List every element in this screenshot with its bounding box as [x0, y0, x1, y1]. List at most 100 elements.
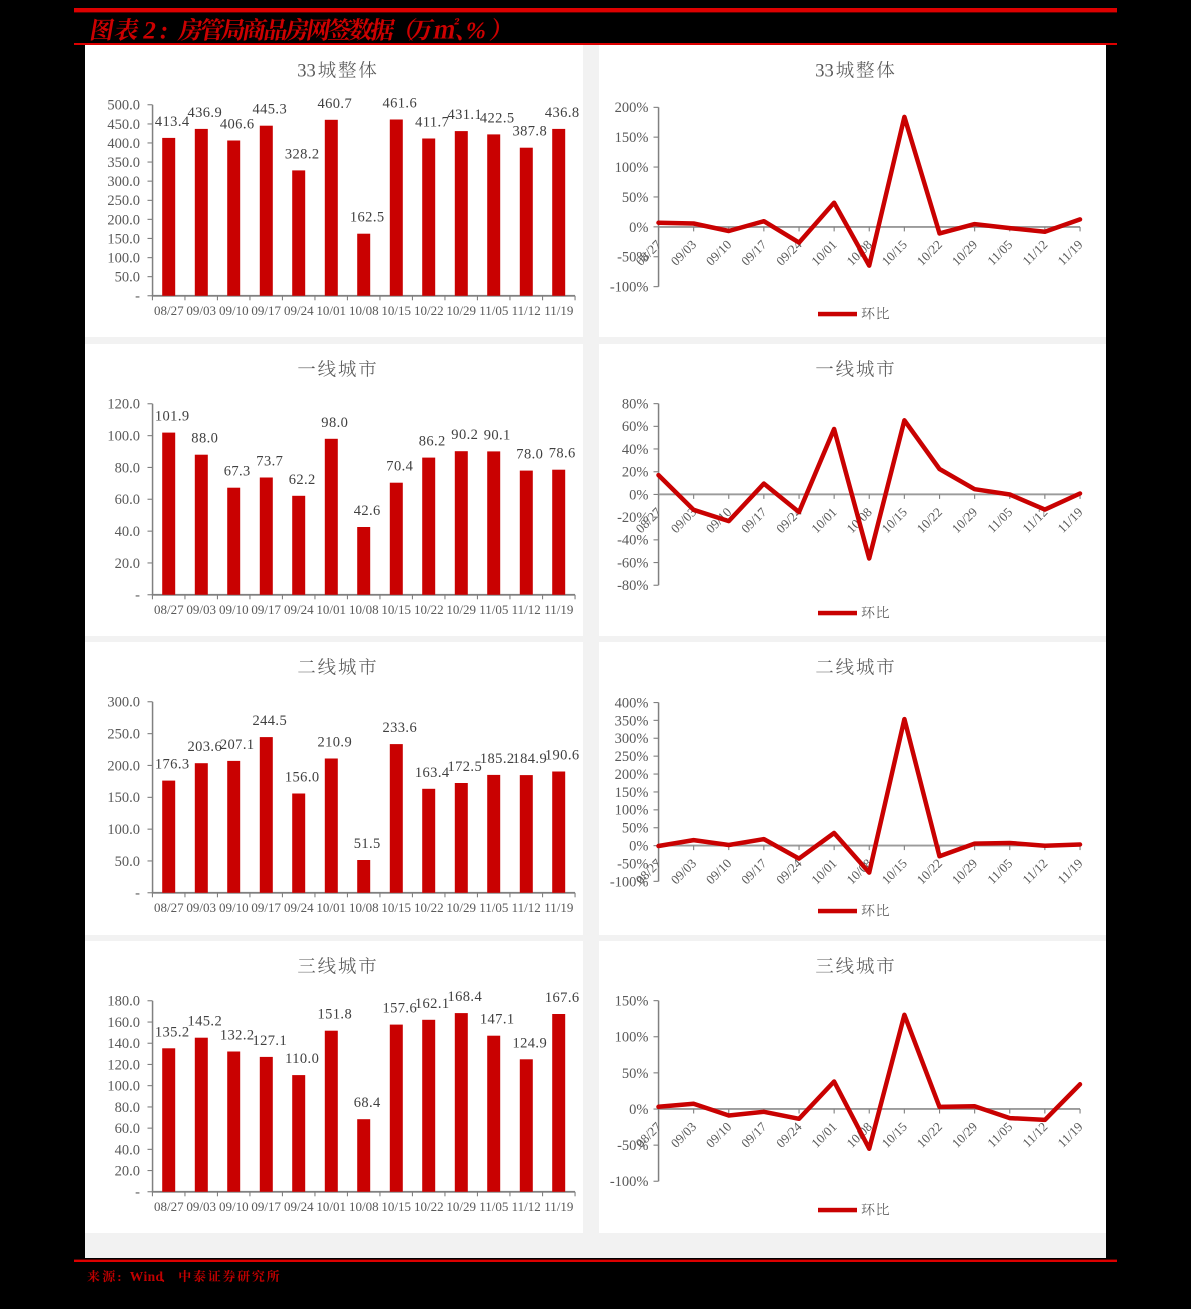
svg-text:0%: 0% — [629, 487, 648, 503]
svg-text:200.0: 200.0 — [107, 212, 140, 228]
svg-text:120.0: 120.0 — [107, 397, 140, 413]
svg-text:40%: 40% — [622, 442, 649, 458]
svg-text:233.6: 233.6 — [382, 720, 417, 736]
svg-text:10/22: 10/22 — [414, 1199, 444, 1214]
svg-text:460.7: 460.7 — [317, 96, 352, 112]
svg-text:09/17: 09/17 — [251, 1199, 281, 1214]
svg-text:33: 33 — [297, 62, 316, 82]
svg-text:73.7: 73.7 — [256, 454, 283, 470]
svg-text:67.3: 67.3 — [224, 464, 251, 480]
svg-text:461.6: 461.6 — [382, 96, 417, 112]
svg-text:09/03: 09/03 — [186, 303, 216, 318]
svg-text:300.0: 300.0 — [107, 695, 140, 711]
svg-text:51.5: 51.5 — [354, 836, 381, 852]
svg-text:162.1: 162.1 — [415, 996, 450, 1012]
svg-text:100.0: 100.0 — [107, 251, 140, 267]
svg-text:10/29: 10/29 — [446, 303, 476, 318]
svg-text:387.8: 387.8 — [512, 124, 547, 140]
svg-text:68.4: 68.4 — [354, 1095, 381, 1111]
svg-text:436.9: 436.9 — [187, 105, 222, 121]
svg-text:10/22: 10/22 — [414, 900, 444, 915]
svg-text:50%: 50% — [622, 1066, 649, 1082]
svg-text:176.3: 176.3 — [155, 757, 190, 773]
svg-text:11/19: 11/19 — [544, 900, 573, 915]
svg-text:445.3: 445.3 — [252, 102, 287, 118]
svg-text:10/15: 10/15 — [381, 1199, 411, 1214]
svg-text:09/17: 09/17 — [251, 303, 281, 318]
svg-text:-50%: -50% — [617, 1138, 648, 1154]
svg-text:250.0: 250.0 — [107, 193, 140, 209]
svg-text:-40%: -40% — [617, 533, 648, 549]
svg-text:09/24: 09/24 — [284, 1199, 314, 1214]
svg-text:163.4: 163.4 — [415, 765, 450, 781]
svg-text:-100%: -100% — [610, 874, 649, 890]
svg-text:60%: 60% — [622, 419, 649, 435]
svg-text:-: - — [135, 289, 140, 305]
svg-text:406.6: 406.6 — [220, 117, 255, 133]
svg-text:60.0: 60.0 — [115, 492, 140, 508]
svg-text:20.0: 20.0 — [115, 556, 140, 572]
svg-text:167.6: 167.6 — [545, 990, 580, 1006]
svg-text:-60%: -60% — [617, 555, 648, 571]
svg-text:10/08: 10/08 — [349, 602, 379, 617]
svg-text:10/01: 10/01 — [316, 900, 346, 915]
svg-text:80.0: 80.0 — [115, 460, 140, 476]
svg-text:10/22: 10/22 — [414, 303, 444, 318]
svg-text:210.9: 210.9 — [317, 735, 352, 751]
svg-text:411.7: 411.7 — [415, 115, 449, 131]
svg-text:436.8: 436.8 — [545, 105, 580, 121]
svg-text:40.0: 40.0 — [115, 1142, 140, 1158]
svg-text:09/03: 09/03 — [186, 900, 216, 915]
svg-text:172.5: 172.5 — [447, 759, 482, 775]
svg-text:100.0: 100.0 — [107, 1079, 140, 1095]
svg-text:10/29: 10/29 — [446, 900, 476, 915]
svg-text:80.0: 80.0 — [115, 1100, 140, 1116]
svg-text:10/08: 10/08 — [349, 900, 379, 915]
svg-text:100%: 100% — [615, 1030, 649, 1046]
svg-text:40.0: 40.0 — [115, 524, 140, 540]
svg-text:151.8: 151.8 — [317, 1007, 352, 1023]
svg-text:62.2: 62.2 — [289, 472, 316, 488]
svg-text:98.0: 98.0 — [321, 415, 348, 431]
svg-text:08/27: 08/27 — [154, 900, 184, 915]
svg-text:11/12: 11/12 — [512, 303, 541, 318]
svg-text:70.4: 70.4 — [386, 459, 413, 475]
svg-text:-100%: -100% — [610, 1174, 649, 1190]
svg-text:162.5: 162.5 — [350, 210, 385, 226]
svg-text:09/17: 09/17 — [251, 602, 281, 617]
svg-text:11/05: 11/05 — [479, 1199, 508, 1214]
svg-text:350%: 350% — [615, 713, 649, 729]
svg-text:157.6: 157.6 — [382, 1001, 417, 1017]
svg-text:203.6: 203.6 — [187, 739, 222, 755]
svg-text:-: - — [135, 886, 140, 902]
svg-text:124.9: 124.9 — [512, 1035, 547, 1051]
svg-text:422.5: 422.5 — [480, 110, 515, 126]
svg-text:127.1: 127.1 — [252, 1033, 287, 1049]
svg-text:-: - — [135, 588, 140, 604]
svg-text:88.0: 88.0 — [191, 431, 218, 447]
svg-text:431.1: 431.1 — [447, 107, 482, 123]
svg-text:10/01: 10/01 — [316, 1199, 346, 1214]
svg-text:145.2: 145.2 — [187, 1014, 222, 1030]
svg-text:-80%: -80% — [617, 578, 648, 594]
svg-text:250%: 250% — [615, 749, 649, 765]
svg-text:09/10: 09/10 — [219, 1199, 249, 1214]
svg-text:140.0: 140.0 — [107, 1036, 140, 1052]
svg-text:80%: 80% — [622, 397, 649, 413]
svg-text:135.2: 135.2 — [155, 1024, 190, 1040]
svg-text:0%: 0% — [629, 220, 648, 236]
svg-text:11/12: 11/12 — [512, 1199, 541, 1214]
svg-text:Wind: Wind — [130, 1269, 164, 1284]
svg-text:100.0: 100.0 — [107, 429, 140, 445]
svg-text:185.2: 185.2 — [480, 751, 515, 767]
svg-text:150%: 150% — [615, 130, 649, 146]
svg-text:244.5: 244.5 — [252, 713, 287, 729]
svg-text:200.0: 200.0 — [107, 758, 140, 774]
svg-text:09/10: 09/10 — [219, 602, 249, 617]
svg-text:120.0: 120.0 — [107, 1057, 140, 1073]
svg-text:100.0: 100.0 — [107, 822, 140, 838]
svg-text:11/05: 11/05 — [479, 602, 508, 617]
svg-text:09/03: 09/03 — [186, 1199, 216, 1214]
svg-text:2:: 2: — [142, 18, 172, 45]
svg-text:86.2: 86.2 — [419, 434, 446, 450]
